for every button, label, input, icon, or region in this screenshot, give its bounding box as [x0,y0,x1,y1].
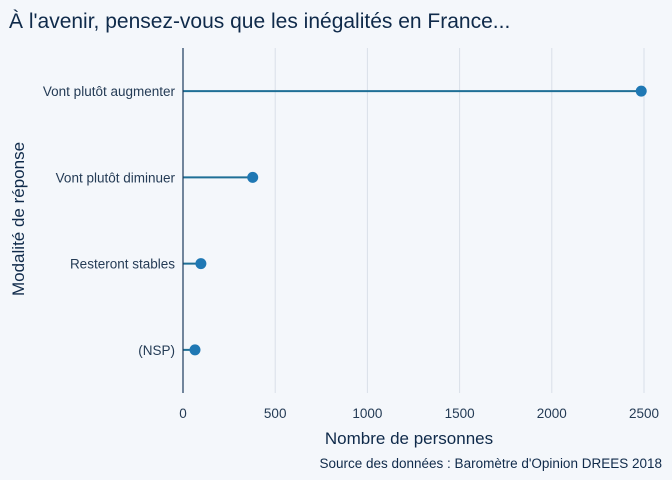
lollipop-point [247,171,259,183]
chart-title: À l'avenir, pensez-vous que les inégalit… [9,10,510,33]
lollipop-point [195,258,207,270]
lollipop-points [189,85,647,356]
lollipop-stems [183,90,642,351]
x-tick-label: 1000 [352,406,382,421]
x-axis-title: Nombre de personnes [325,429,493,448]
y-tick-label: Resteront stables [70,257,175,272]
x-tick-label: 2000 [537,406,567,421]
x-tick-label: 2500 [629,406,659,421]
source-caption: Source des données : Baromètre d'Opinion… [319,456,662,471]
y-axis-title: Modalité de réponse [9,142,28,296]
lollipop-point [189,344,201,356]
lollipop-point [635,85,647,97]
y-tick-labels: Vont plutôt augmenter Vont plutôt diminue… [43,84,176,358]
y-tick-label: Vont plutôt diminuer [56,170,176,185]
x-tick-labels: 0 500 1000 1500 2000 2500 [179,406,659,421]
x-tick-label: 1500 [445,406,475,421]
gridlines [274,48,645,393]
y-tick-label: Vont plutôt augmenter [43,84,176,99]
x-tick-label: 500 [264,406,287,421]
x-tick-label: 0 [179,406,187,421]
y-tick-label: (NSP) [138,343,175,358]
